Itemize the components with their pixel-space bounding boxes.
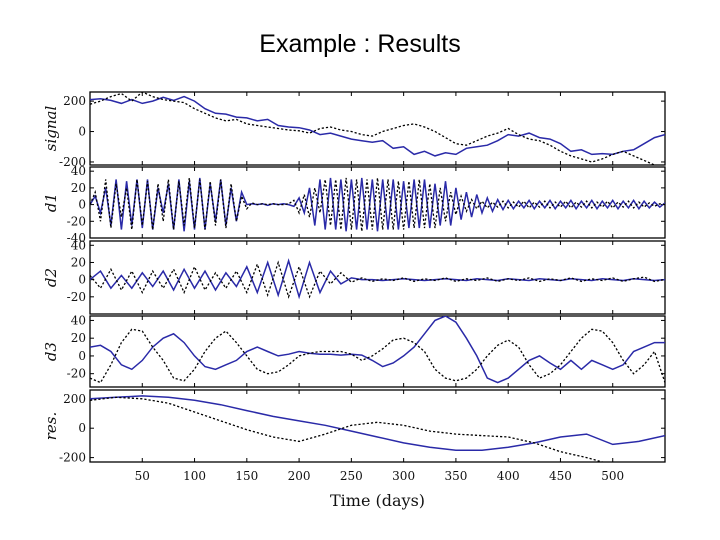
panel-series [90, 316, 665, 384]
y-tick-label: 20 [71, 255, 86, 269]
series-solid [90, 177, 665, 232]
y-tick-label: 40 [71, 164, 86, 178]
y-tick-label: 0 [78, 349, 86, 363]
series-dotted [90, 396, 605, 462]
panel-0: 200 0 -200 signal [42, 91, 666, 169]
series-solid [90, 95, 665, 157]
y-tick-label: 40 [71, 238, 86, 252]
y-tick-label: 40 [71, 313, 86, 327]
series-dotted [90, 177, 665, 232]
panel-2: 40 20 0 -20 d2 [42, 238, 666, 315]
panel-series [90, 258, 665, 300]
panel-series [90, 177, 665, 232]
series-dotted [90, 328, 665, 384]
y-tick-label: -200 [59, 155, 86, 169]
y-tick-label: 20 [71, 181, 86, 195]
series-dotted [90, 92, 660, 165]
y-tick-label: -20 [67, 214, 86, 228]
y-tick-label: 0 [78, 125, 86, 139]
x-tick-label: 250 [340, 469, 363, 483]
slide-title: Example : Results [259, 30, 461, 58]
y-tick-label: 0 [78, 421, 86, 435]
y-tick-label: 200 [63, 392, 86, 406]
x-tick-label: 100 [183, 469, 206, 483]
panel-1: 40 20 0 -20 -40 d1 [42, 164, 666, 245]
x-axis-label: Time (days) [330, 491, 425, 510]
panel-series [90, 92, 665, 165]
panel-series [90, 395, 665, 462]
y-tick-label: -20 [67, 290, 86, 304]
x-tick-label: 150 [235, 469, 258, 483]
series-solid [90, 258, 665, 300]
x-tick-label: 450 [549, 469, 572, 483]
y-tick-label: 0 [78, 198, 86, 212]
x-tick-label: 50 [135, 469, 150, 483]
y-tick-label: -40 [67, 231, 86, 245]
y-axis-label: d2 [42, 268, 60, 287]
y-tick-label: 20 [71, 331, 86, 345]
y-axis-label: d3 [42, 342, 60, 361]
panel-frame [89, 240, 666, 315]
panel-frame [89, 315, 666, 388]
y-tick-label: -200 [59, 451, 86, 465]
x-tick-label: 200 [288, 469, 311, 483]
series-dotted [90, 260, 665, 299]
x-tick-label: 300 [392, 469, 415, 483]
y-axis-label: signal [42, 106, 60, 152]
y-tick-label: -20 [67, 367, 86, 381]
x-tick-label: 400 [497, 469, 520, 483]
panel-frame [89, 166, 666, 239]
y-axis-label: d1 [42, 193, 60, 212]
y-tick-label: 200 [63, 94, 86, 108]
y-axis-label: res. [42, 412, 60, 441]
panel-3: 40 20 0 -20 d3 [42, 313, 666, 388]
series-solid [90, 316, 665, 384]
panel-frame [89, 91, 666, 166]
panel-frame [89, 389, 666, 463]
x-tick-label: 350 [444, 469, 467, 483]
series-solid [90, 395, 665, 451]
y-tick-label: 0 [78, 273, 86, 287]
panel-4: 200 0 -200 res. [42, 389, 666, 465]
x-tick-label: 500 [601, 469, 624, 483]
